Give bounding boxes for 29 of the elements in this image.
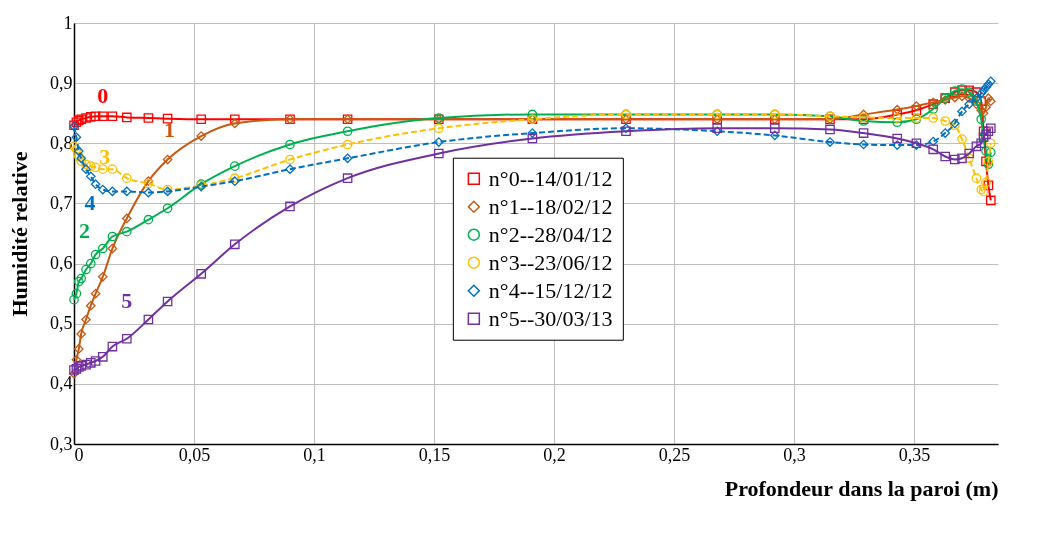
- x-tick-label: 0,2: [543, 444, 566, 465]
- y-tick-label: 0,4: [50, 373, 73, 394]
- annotation: 1: [164, 116, 176, 142]
- legend-label: n°5--30/03/13: [488, 305, 613, 331]
- annotation: 3: [99, 144, 111, 170]
- x-tick-label: 0,1: [303, 444, 326, 465]
- x-tick-label: 0,35: [898, 444, 931, 465]
- annotation: 0: [97, 83, 109, 109]
- annotation: 4: [84, 190, 96, 216]
- y-tick-label: 0,9: [50, 72, 73, 93]
- x-tick-label: 0,3: [783, 444, 806, 465]
- legend-label: n°1--18/02/12: [488, 193, 613, 219]
- x-tick-label: 0: [74, 444, 84, 465]
- y-tick-label: 0,6: [50, 253, 73, 274]
- legend-label: n°0--14/01/12: [488, 165, 613, 191]
- legend-label: n°3--23/06/12: [488, 249, 613, 275]
- legend-label: n°2--28/04/12: [488, 221, 613, 247]
- y-tick-label: 1: [63, 12, 73, 33]
- y-tick-label: 0,7: [50, 192, 73, 213]
- annotation: 2: [78, 217, 90, 243]
- annotation: 5: [121, 287, 133, 313]
- legend-label: n°4--15/12/12: [488, 277, 613, 303]
- y-tick-label: 0,5: [50, 313, 73, 334]
- y-axis-title: Humidité relative: [7, 151, 32, 317]
- x-tick-label: 0,25: [658, 444, 691, 465]
- x-tick-label: 0,05: [178, 444, 211, 465]
- y-tick-label: 0,8: [50, 132, 73, 153]
- x-axis-title: Profondeur dans la paroi (m): [724, 475, 999, 501]
- x-tick-label: 0,15: [418, 444, 451, 465]
